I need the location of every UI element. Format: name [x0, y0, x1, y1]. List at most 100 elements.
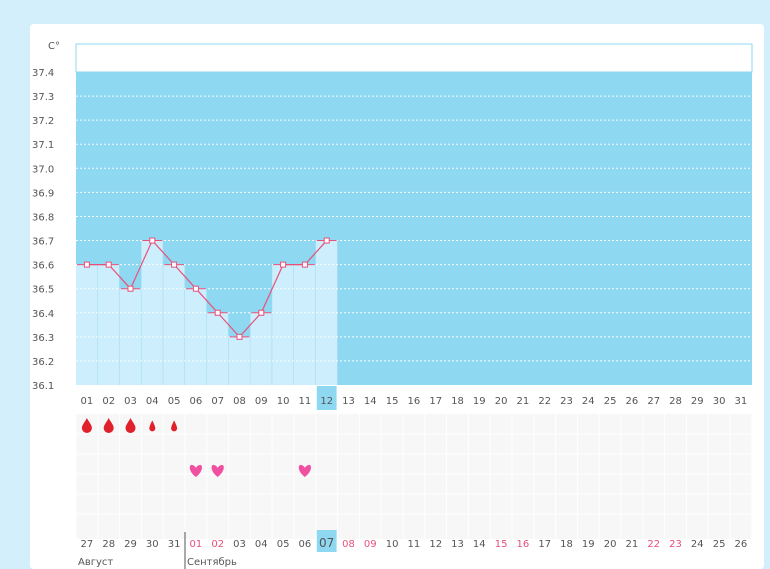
cycle-day-label: 26	[626, 396, 639, 407]
cycle-day-label: 03	[124, 396, 137, 407]
calendar-date-label: 19	[582, 539, 595, 550]
history-column	[163, 264, 185, 385]
history-column	[272, 264, 294, 385]
cycle-day-label: 20	[495, 396, 508, 407]
history-column	[76, 264, 98, 385]
history-column	[97, 264, 120, 385]
y-tick-label: 36.8	[32, 212, 54, 223]
calendar-date-label: 26	[735, 539, 748, 550]
cycle-day-label: 30	[713, 396, 726, 407]
history-column	[250, 312, 273, 385]
cycle-day-labels: 01 02 03 04 05 06 07 08 09 10 11 12 13 14 15 16 17 18 19 20…	[81, 386, 748, 410]
calendar-date-label: 25	[713, 539, 726, 550]
y-tick-label: 36.4	[32, 309, 54, 320]
cycle-day-label: 14	[364, 396, 377, 407]
cycle-day-label: 16	[408, 396, 421, 407]
calendar-date-label: 18	[560, 539, 573, 550]
calendar-date-label: 17	[538, 539, 551, 550]
calendar-date-label: 31	[168, 539, 181, 550]
blood-drop-icon	[149, 420, 156, 432]
period-flow-row	[81, 418, 178, 433]
y-axis-unit: C°	[48, 41, 60, 52]
cycle-day-label: 08	[233, 396, 246, 407]
cycle-day-label: 01	[81, 396, 94, 407]
calendar-date-label: 22	[647, 539, 660, 550]
cycle-day-label: 04	[146, 396, 159, 407]
cycle-day-label: 25	[604, 396, 617, 407]
calendar-date-label: 02	[211, 539, 224, 550]
history-column	[294, 264, 316, 385]
calendar-date-label: 01	[190, 539, 203, 550]
heart-icon	[298, 464, 312, 477]
y-tick-label: 36.7	[32, 237, 54, 248]
temperature-point	[301, 261, 308, 268]
cycle-day-label: 19	[473, 396, 486, 407]
calendar-date-label: 07	[319, 536, 334, 550]
y-tick-label: 37.2	[32, 116, 54, 127]
calendar-date-label: 16	[517, 539, 530, 550]
temperature-point	[83, 261, 90, 268]
temperature-chart-card: C° 37.4 37.3 37.2 37.1 37.0 36.9 36.8 36.7 36.6 3…	[30, 24, 764, 569]
calendar-date-label: 13	[451, 539, 464, 550]
calendar-date-label: 05	[277, 539, 290, 550]
history-column	[206, 312, 229, 385]
calendar-date-label: 09	[364, 539, 377, 550]
calendar-date-label: 20	[604, 539, 617, 550]
y-tick-label: 36.6	[32, 261, 54, 272]
cycle-day-label: 02	[102, 396, 115, 407]
y-axis-ticks: 37.4 37.3 37.2 37.1 37.0 36.9 36.8 36.7 36.6 36.5…	[32, 68, 54, 392]
cycle-day-label: 31	[735, 396, 748, 407]
y-tick-label: 36.3	[32, 333, 54, 344]
symptom-grid-lines	[75, 414, 753, 539]
cycle-day-label: 24	[582, 396, 595, 407]
history-column	[228, 336, 251, 385]
y-tick-label: 37.0	[32, 164, 54, 175]
temperature-point	[214, 309, 221, 316]
calendar-date-label: 03	[233, 539, 246, 550]
blood-drop-icon	[171, 420, 178, 432]
month-labels: Август Сентябрь	[78, 532, 237, 569]
blood-drop-icon	[103, 418, 114, 433]
temperature-line	[77, 237, 337, 340]
heart-icon	[189, 464, 203, 477]
month-label: Сентябрь	[187, 557, 237, 568]
temperature-point	[192, 285, 199, 292]
temperature-point	[323, 237, 330, 244]
cycle-day-label: 29	[691, 396, 704, 407]
calendar-date-label: 11	[408, 539, 421, 550]
symptom-grid	[76, 414, 752, 539]
cycle-day-label: 23	[560, 396, 573, 407]
calendar-today-highlight	[316, 530, 337, 552]
month-label: Август	[78, 557, 113, 568]
basal-temperature-chart: C° 37.437.337.237.137.036.936.836.736.63…	[32, 41, 753, 569]
temperature-point	[127, 285, 134, 292]
calendar-date-label: 08	[342, 539, 355, 550]
blood-drop-icon	[81, 418, 92, 433]
cycle-day-label: 17	[429, 396, 442, 407]
calendar-date-label: 24	[691, 539, 704, 550]
temperature-point	[280, 261, 287, 268]
y-tick-label: 36.5	[32, 285, 54, 296]
calendar-date-label: 10	[386, 539, 399, 550]
cycle-day-label: 05	[168, 396, 181, 407]
history-column	[315, 240, 338, 385]
gridlines	[76, 95, 752, 362]
calendar-date-label: 21	[626, 539, 639, 550]
cycle-day-label: 09	[255, 396, 268, 407]
calendar-date-label: 06	[299, 539, 312, 550]
y-tick-label: 37.1	[32, 140, 54, 151]
y-tick-label: 36.9	[32, 188, 54, 199]
temperature-point	[171, 261, 178, 268]
history-column	[119, 288, 142, 385]
calendar-date-label: 29	[124, 539, 137, 550]
plot-top-margin	[75, 43, 753, 73]
calendar-date-label: 27	[81, 539, 94, 550]
heart-icon	[211, 464, 224, 477]
cycle-day-label: 22	[538, 396, 551, 407]
calendar-date-row: 27 28 29 30 31 01 02 03 04 05 06 07 08 09 10 11 12 13 14 15…	[81, 530, 748, 552]
cycle-day-label: 07	[211, 396, 224, 407]
cycle-day-label: 10	[277, 396, 290, 407]
cycle-day-label: 21	[517, 396, 530, 407]
calendar-date-label: 30	[146, 539, 159, 550]
cycle-day-label: 11	[299, 396, 312, 407]
